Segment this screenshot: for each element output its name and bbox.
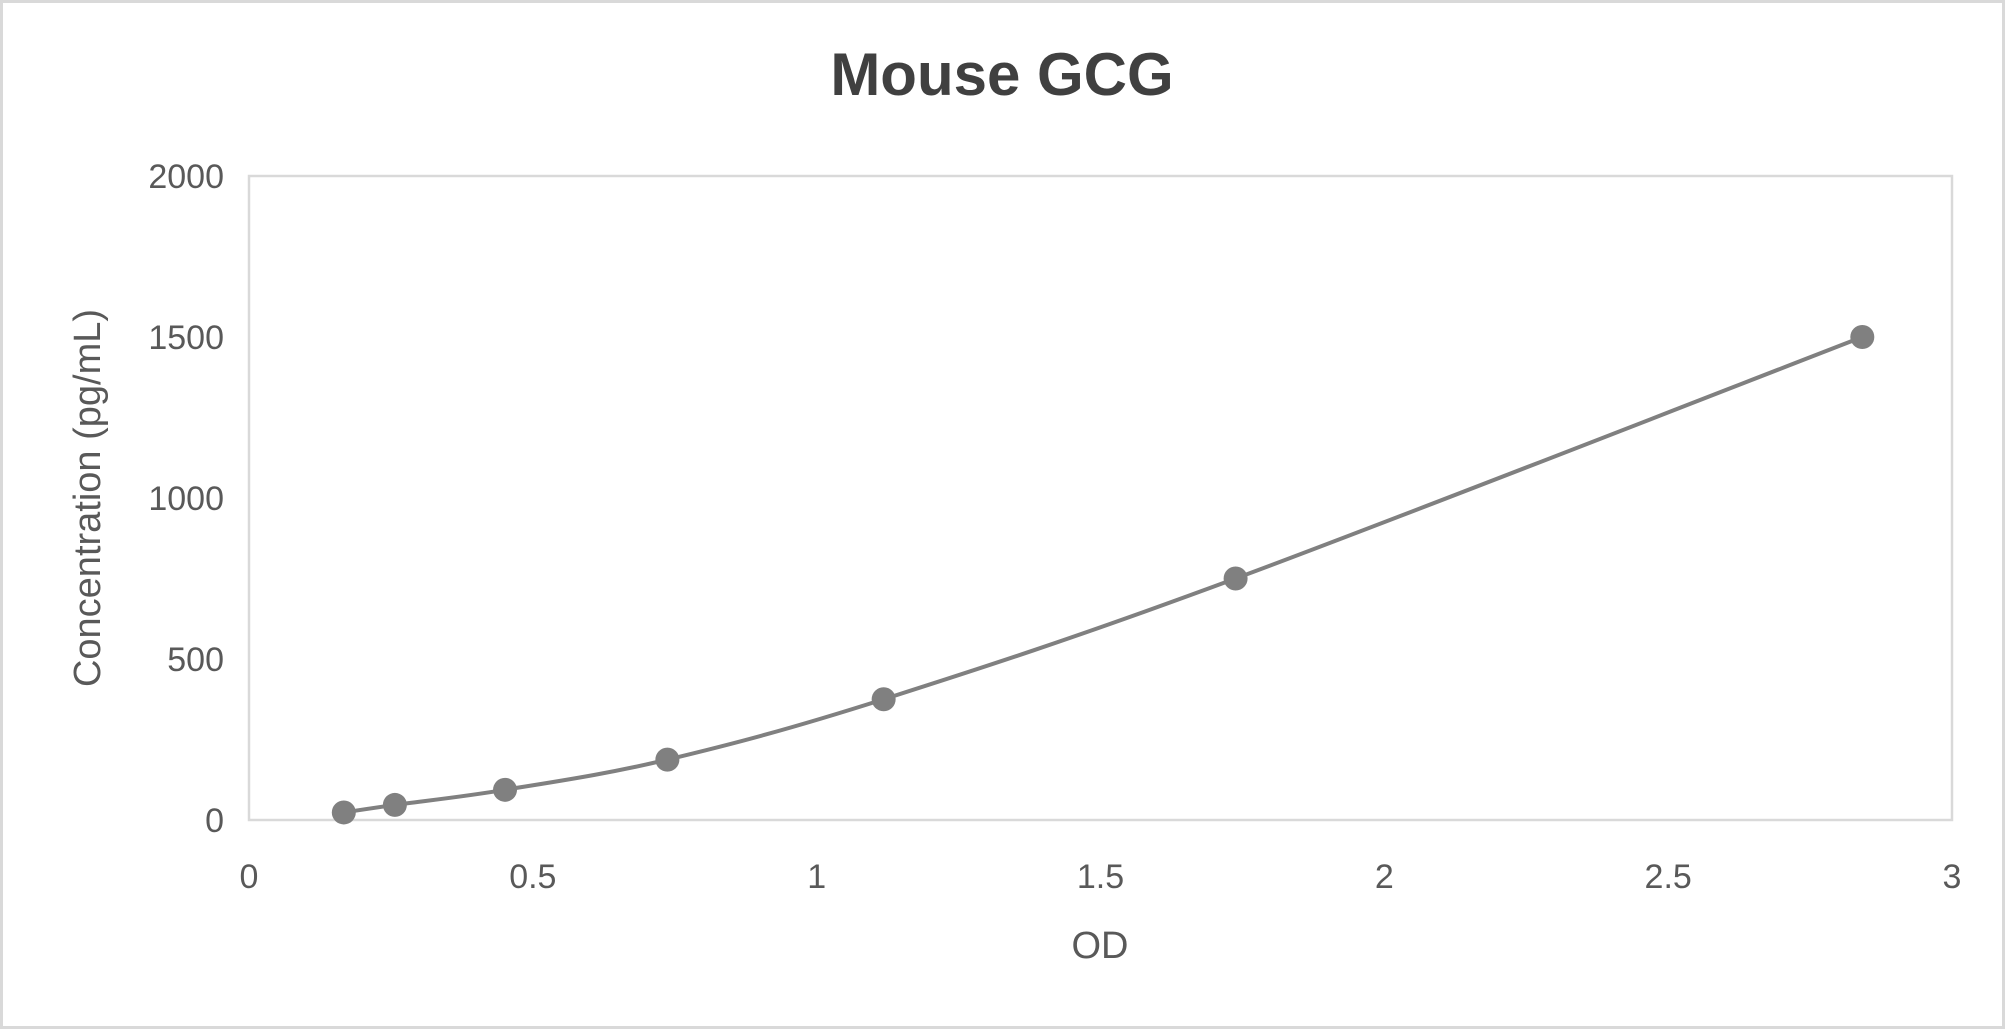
series-curve — [343, 335, 1864, 815]
data-point — [871, 687, 896, 712]
x-tick-label: 3 — [1943, 858, 1962, 896]
x-tick-label: 2.5 — [1645, 858, 1692, 896]
x-tick-label: 1.5 — [1077, 858, 1124, 896]
data-point — [655, 747, 680, 772]
x-tick-label: 1 — [807, 858, 826, 896]
y-tick-label: 2000 — [148, 158, 224, 196]
y-tick-label: 1500 — [148, 319, 224, 357]
x-tick-label: 2 — [1375, 858, 1394, 896]
data-point — [382, 792, 407, 817]
plot-area — [247, 174, 1954, 822]
y-tick-label: 1000 — [148, 480, 224, 518]
y-axis-label: Concentration (pg/mL) — [67, 309, 109, 687]
x-axis-label: OD — [1072, 925, 1129, 967]
data-point — [493, 777, 518, 802]
y-tick-label: 500 — [167, 641, 224, 679]
x-tick-label: 0.5 — [509, 858, 556, 896]
y-tick-label: 0 — [205, 802, 224, 840]
data-point — [1850, 325, 1875, 349]
data-point — [1223, 566, 1248, 591]
chart-title: Mouse GCG — [830, 41, 1173, 108]
data-point — [331, 800, 356, 825]
x-tick-label: 0 — [240, 858, 259, 896]
